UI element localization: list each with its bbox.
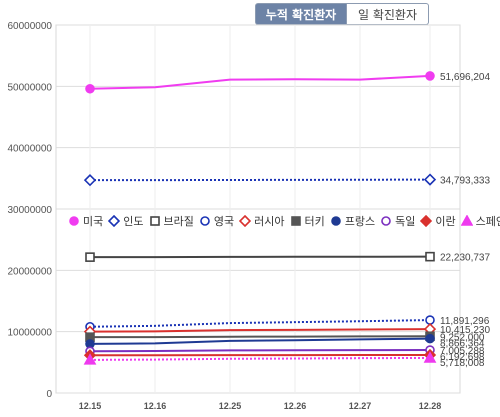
series-line-9 bbox=[89, 356, 431, 361]
legend-item-4[interactable]: 러시아 bbox=[239, 213, 285, 229]
legend-marker-icon bbox=[330, 216, 341, 226]
legend-marker-icon bbox=[108, 215, 121, 227]
end-value-label: 6,192,698 bbox=[440, 352, 485, 363]
legend-label: 터키 bbox=[304, 215, 325, 228]
end-value-label: 8,866,364 bbox=[440, 338, 485, 349]
series-layer bbox=[83, 71, 437, 365]
x-tick-label: 12.26 bbox=[284, 401, 307, 411]
end-value-label: 34,793,333 bbox=[440, 176, 490, 187]
series-line-0 bbox=[89, 74, 431, 90]
end-value-label: 5,718,008 bbox=[440, 358, 485, 369]
x-tick-label: 12.25 bbox=[219, 401, 242, 411]
legend-label: 이란 bbox=[435, 215, 456, 228]
legend-marker-icon bbox=[381, 216, 391, 226]
series-point-3-last[interactable] bbox=[425, 315, 435, 325]
axes: 0 10000000 20000000 30000000 40000000 5000000… bbox=[8, 21, 442, 411]
legend-item-8[interactable]: 이란 bbox=[420, 213, 456, 229]
series-point-1-first[interactable] bbox=[83, 174, 97, 187]
x-tick-label: 12.28 bbox=[419, 401, 442, 411]
legend-marker-icon bbox=[69, 216, 79, 226]
legend-label: 미국 bbox=[83, 215, 104, 228]
legend-label: 프랑스 bbox=[344, 215, 376, 228]
legend-item-9[interactable]: 스페인 bbox=[460, 213, 500, 229]
series-line-5 bbox=[89, 335, 431, 339]
legend-label: 인도 bbox=[123, 215, 144, 228]
y-tick-label: 30000000 bbox=[8, 205, 53, 216]
legend-item-3[interactable]: 영국 bbox=[199, 213, 234, 229]
legend-marker-icon bbox=[200, 216, 210, 226]
legend-marker-icon bbox=[420, 215, 433, 227]
legend-marker-shape[interactable] bbox=[420, 215, 433, 227]
y-tick-label: 20000000 bbox=[8, 266, 53, 277]
series-line-6 bbox=[89, 337, 431, 345]
legend-marker-icon bbox=[149, 216, 160, 226]
legend-marker-shape[interactable] bbox=[460, 215, 473, 226]
legend-marker-shape[interactable] bbox=[149, 216, 160, 226]
legend-marker-shape[interactable] bbox=[108, 215, 121, 227]
x-tick-label: 12.15 bbox=[79, 401, 102, 411]
legend-marker-shape[interactable] bbox=[200, 216, 210, 226]
legend-label: 스페인 bbox=[475, 215, 500, 228]
y-tick-label: 0 bbox=[46, 389, 52, 400]
legend-item-0[interactable]: 미국 bbox=[68, 213, 103, 229]
series-line-1 bbox=[89, 178, 431, 182]
legend-label: 러시아 bbox=[254, 215, 285, 228]
legend-marker-shape[interactable] bbox=[290, 216, 301, 226]
tab-daily-cases[interactable]: 일 확진환자 bbox=[347, 3, 429, 25]
legend-label: 독일 bbox=[395, 215, 416, 228]
legend-label: 영국 bbox=[213, 215, 235, 228]
legend-marker-shape[interactable] bbox=[330, 216, 341, 226]
series-point-2-first[interactable] bbox=[85, 252, 95, 262]
end-value-label: 7,005,288 bbox=[440, 346, 485, 357]
chart-tab-bar: 누적 확진환자 일 확진환자 bbox=[255, 3, 429, 25]
legend-marker-shape[interactable] bbox=[239, 215, 252, 227]
y-tick-label: 40000000 bbox=[8, 144, 53, 155]
series-point-0-last[interactable] bbox=[425, 71, 435, 81]
series-point-2-last[interactable] bbox=[425, 251, 435, 262]
legend-marker-icon bbox=[239, 215, 252, 227]
y-tick-label: 10000000 bbox=[8, 328, 53, 339]
chart-legend: 미국 인도 브라질 영국 러시아 터키 프랑스 독일 이란 스페인 bbox=[68, 212, 500, 230]
end-value-label: 22,230,737 bbox=[440, 253, 490, 264]
x-tick-label: 12.16 bbox=[144, 401, 167, 411]
series-point-0-first[interactable] bbox=[85, 83, 95, 94]
legend-item-7[interactable]: 독일 bbox=[380, 213, 415, 229]
series-point-9-first[interactable] bbox=[83, 353, 97, 365]
series-line-3 bbox=[89, 319, 431, 328]
series-line-4 bbox=[89, 328, 431, 333]
y-tick-label: 60000000 bbox=[8, 21, 53, 32]
end-value-label: 51,696,204 bbox=[440, 72, 490, 83]
legend-marker-icon bbox=[290, 216, 301, 226]
series-line-7 bbox=[89, 349, 431, 353]
legend-item-1[interactable]: 인도 bbox=[108, 213, 144, 229]
legend-marker-shape[interactable] bbox=[69, 216, 79, 226]
legend-item-5[interactable]: 터키 bbox=[290, 213, 325, 229]
x-tick-label: 12.27 bbox=[349, 401, 372, 411]
series-point-9-last[interactable] bbox=[423, 351, 437, 363]
legend-item-6[interactable]: 프랑스 bbox=[330, 213, 375, 229]
series-point-1-last[interactable] bbox=[423, 173, 437, 186]
legend-marker-shape[interactable] bbox=[381, 216, 391, 226]
end-value-label: 11,891,296 bbox=[440, 316, 490, 327]
legend-label: 브라질 bbox=[163, 215, 194, 228]
legend-item-2[interactable]: 브라질 bbox=[149, 213, 194, 229]
y-tick-label: 50000000 bbox=[8, 82, 53, 93]
end-value-label: 9,252,000 bbox=[440, 332, 485, 343]
end-value-label: 10,415,230 bbox=[440, 325, 490, 336]
legend-marker-icon bbox=[460, 215, 473, 226]
end-labels: 51,696,204 34,793,333 22,230,737 11,891,296… bbox=[440, 72, 490, 369]
series-point-6-last[interactable] bbox=[425, 333, 435, 344]
